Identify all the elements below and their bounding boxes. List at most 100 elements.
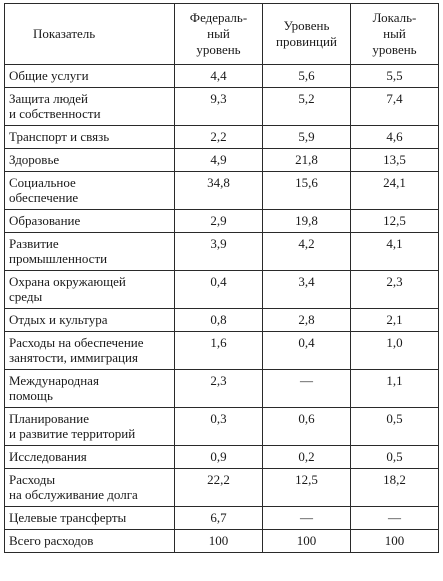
row-label: Защита людей и собственности xyxy=(4,87,175,126)
header-federal: Федераль- ный уровень xyxy=(174,3,263,65)
row-label: Общие услуги xyxy=(4,64,175,88)
header-federal-line-3: уровень xyxy=(196,42,241,57)
header-row: Показатель Федераль- ный уровень Уровень… xyxy=(4,3,439,65)
local-value: 18,2 xyxy=(350,468,439,507)
local-value: 0,5 xyxy=(350,407,439,446)
row-label: Развитие промышленности xyxy=(4,232,175,271)
row-label-line: Здоровье xyxy=(9,152,60,167)
federal-value: 2,9 xyxy=(174,209,263,233)
row-label-line: Исследования xyxy=(9,449,87,464)
header-indicator: Показатель xyxy=(4,3,175,65)
row-label-line: и собственности xyxy=(9,106,101,121)
provincial-value: — xyxy=(262,506,351,530)
provincial-value: 5,2 xyxy=(262,87,351,126)
row-label: Расходы на обеспечение занятости, иммигра… xyxy=(4,331,175,370)
provincial-value: 0,4 xyxy=(262,331,351,370)
row-label: Планирование и развитие территорий xyxy=(4,407,175,446)
local-value: 12,5 xyxy=(350,209,439,233)
provincial-value: 12,5 xyxy=(262,468,351,507)
row-label: Образование xyxy=(4,209,175,233)
row-label-line: Защита людей xyxy=(9,91,88,106)
provincial-value: 2,8 xyxy=(262,308,351,332)
header-federal-line-1: Федераль- xyxy=(189,10,248,25)
row-label-line: Транспорт и связь xyxy=(9,129,110,144)
header-indicator-text: Показатель xyxy=(33,26,96,41)
local-value: 7,4 xyxy=(350,87,439,126)
table-row: Защита людей и собственности 9,3 5,2 7,4 xyxy=(4,87,439,126)
row-label-line: Планирование xyxy=(9,411,89,426)
header-provincial-line-1: Уровень xyxy=(283,18,330,33)
local-value: 4,6 xyxy=(350,125,439,149)
row-label-line: Отдых и культура xyxy=(9,312,108,327)
local-value: 100 xyxy=(350,529,439,553)
table-row: Развитие промышленности 3,9 4,2 4,1 xyxy=(4,232,439,271)
federal-value: 0,3 xyxy=(174,407,263,446)
table-row: Отдых и культура 0,8 2,8 2,1 xyxy=(4,308,439,332)
federal-value: 4,4 xyxy=(174,64,263,88)
federal-value: 3,9 xyxy=(174,232,263,271)
header-provincial-line-2: провинций xyxy=(276,34,337,49)
federal-value: 0,8 xyxy=(174,308,263,332)
local-value: 5,5 xyxy=(350,64,439,88)
row-label-line: Всего расходов xyxy=(9,533,94,548)
provincial-value: 5,6 xyxy=(262,64,351,88)
federal-value: 2,3 xyxy=(174,369,263,408)
row-label-line: занятости, иммиграция xyxy=(9,350,138,365)
local-value: 1,1 xyxy=(350,369,439,408)
row-label-line: Образование xyxy=(9,213,81,228)
header-local-line-2: ный xyxy=(383,26,406,41)
row-label-line: промышленности xyxy=(9,251,108,266)
row-label-line: Целевые трансферты xyxy=(9,510,127,525)
header-provincial: Уровень провинций xyxy=(262,3,351,65)
table-row: Здоровье 4,9 21,8 13,5 xyxy=(4,148,439,172)
row-label-line: Общие услуги xyxy=(9,68,89,83)
federal-value: 9,3 xyxy=(174,87,263,126)
provincial-value: 5,9 xyxy=(262,125,351,149)
row-label: Отдых и культура xyxy=(4,308,175,332)
federal-value: 0,4 xyxy=(174,270,263,309)
table-header: Показатель Федераль- ный уровень Уровень… xyxy=(4,3,439,65)
row-label: Целевые трансферты xyxy=(4,506,175,530)
header-federal-line-2: ный xyxy=(207,26,230,41)
table-row: Исследования 0,9 0,2 0,5 xyxy=(4,445,439,469)
row-label-line: Развитие xyxy=(9,236,59,251)
row-label-line: Расходы xyxy=(9,472,56,487)
row-label-line: на обслуживание долга xyxy=(9,487,138,502)
row-label-line: Охрана окружающей xyxy=(9,274,126,289)
row-label-line: и развитие территорий xyxy=(9,426,136,441)
row-label-line: Международная xyxy=(9,373,99,388)
row-label-line: Социальное xyxy=(9,175,76,190)
row-label-line: обеспечение xyxy=(9,190,79,205)
federal-value: 0,9 xyxy=(174,445,263,469)
local-value: 2,3 xyxy=(350,270,439,309)
row-label: Транспорт и связь xyxy=(4,125,175,149)
federal-value: 1,6 xyxy=(174,331,263,370)
row-label: Международная помощь xyxy=(4,369,175,408)
table-row: Расходы на обеспечение занятости, иммигра… xyxy=(4,331,439,370)
row-label: Социальное обеспечение xyxy=(4,171,175,210)
provincial-value: 0,2 xyxy=(262,445,351,469)
header-local-line-3: уровень xyxy=(372,42,417,57)
local-value: — xyxy=(350,506,439,530)
federal-value: 22,2 xyxy=(174,468,263,507)
table-row: Всего расходов 100 100 100 xyxy=(4,529,439,553)
federal-value: 2,2 xyxy=(174,125,263,149)
provincial-value: 0,6 xyxy=(262,407,351,446)
row-label: Здоровье xyxy=(4,148,175,172)
row-label-line: Расходы на обеспечение xyxy=(9,335,144,350)
provincial-value: — xyxy=(262,369,351,408)
row-label: Охрана окружающей среды xyxy=(4,270,175,309)
row-label: Расходы на обслуживание долга xyxy=(4,468,175,507)
table-row: Общие услуги 4,4 5,6 5,5 xyxy=(4,64,439,88)
local-value: 0,5 xyxy=(350,445,439,469)
local-value: 1,0 xyxy=(350,331,439,370)
table-row: Охрана окружающей среды 0,4 3,4 2,3 xyxy=(4,270,439,309)
federal-value: 34,8 xyxy=(174,171,263,210)
provincial-value: 100 xyxy=(262,529,351,553)
provincial-value: 19,8 xyxy=(262,209,351,233)
provincial-value: 21,8 xyxy=(262,148,351,172)
provincial-value: 3,4 xyxy=(262,270,351,309)
local-value: 24,1 xyxy=(350,171,439,210)
local-value: 4,1 xyxy=(350,232,439,271)
federal-value: 100 xyxy=(174,529,263,553)
